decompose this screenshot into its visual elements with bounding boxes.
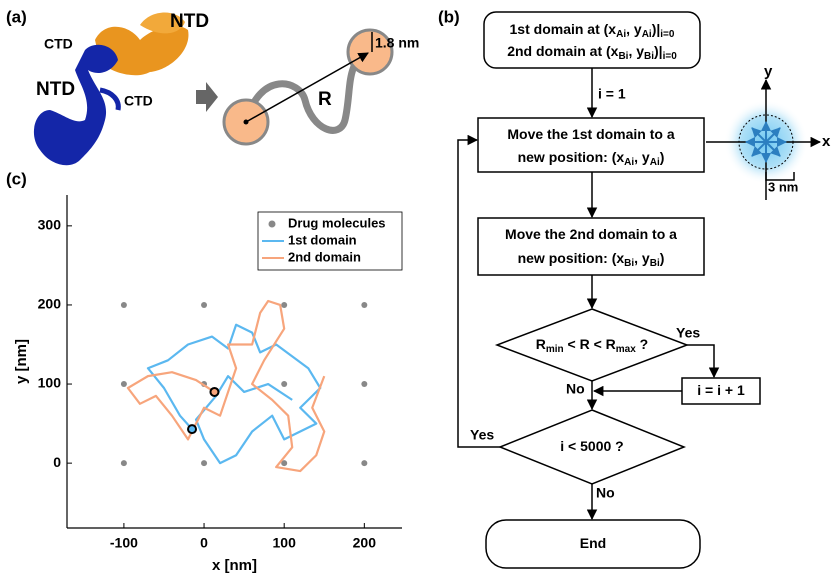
node-text-part: End: [580, 535, 606, 551]
arrow: [196, 82, 218, 112]
edge-label: Yes: [470, 427, 494, 443]
edge: [687, 345, 714, 377]
node-text-part: ): [660, 149, 665, 165]
subscript: Bi: [644, 51, 654, 62]
trajectory: [128, 301, 324, 471]
distance-label: R: [318, 89, 332, 110]
subscript: Ai: [650, 157, 660, 168]
domain-label: CTD: [124, 93, 153, 109]
diffusion-inset: [706, 80, 820, 200]
data-point: [281, 381, 287, 387]
edge-label: No: [566, 381, 585, 397]
subscript: Bi: [618, 51, 628, 62]
x-tick-label: -100: [110, 535, 138, 551]
node-text-part: )|: [654, 43, 663, 59]
legend-label: 2nd domain: [288, 249, 361, 264]
data-point: [121, 302, 127, 308]
node-text: Move the 1st domain to a: [507, 126, 674, 142]
axis-label: y: [764, 63, 773, 80]
edge-label: Yes: [676, 325, 700, 341]
node-text-part: ?: [636, 336, 648, 352]
y-tick-label: 0: [53, 454, 61, 470]
node-text: Move the 2nd domain to a: [505, 226, 677, 242]
node-text: i = i + 1: [697, 382, 745, 398]
scale-label: 3 nm: [768, 179, 798, 194]
data-point: [121, 381, 127, 387]
subscript: min: [546, 344, 564, 355]
edge-label: i = 1: [598, 86, 626, 102]
figure: (a) (b) (c) NTD CTD CTD NTD R 1.8 nm i =…: [0, 0, 832, 574]
node-text-part: i < 5000 ?: [560, 438, 623, 454]
node-text-part: , y: [634, 250, 650, 266]
data-point: [201, 460, 207, 466]
y-axis-label: y [nm]: [13, 339, 30, 384]
y-tick-label: 300: [38, 217, 62, 233]
subscript: i=0: [660, 29, 675, 40]
domain-label: CTD: [44, 36, 73, 52]
edge-label: No: [596, 485, 615, 501]
subscript: Bi: [650, 258, 660, 269]
panel-label: (a): [6, 7, 27, 26]
node-text-part: new position: (x: [518, 250, 625, 266]
subscript: Ai: [624, 157, 634, 168]
center: [244, 120, 249, 125]
node-text: End: [580, 535, 606, 551]
edge: [458, 140, 500, 447]
node-text-part: )|: [652, 21, 661, 37]
panel-label: (b): [438, 7, 460, 26]
start-point: [188, 425, 196, 433]
node-text-part: < R < R: [564, 336, 616, 352]
subscript: Ai: [616, 29, 626, 40]
data-point: [361, 460, 367, 466]
x-tick-label: 0: [200, 535, 208, 551]
data-point: [201, 302, 207, 308]
node-text-part: , y: [634, 149, 650, 165]
data-point: [281, 302, 287, 308]
node-text-part: Move the 2nd domain to a: [505, 226, 677, 242]
data-point: [121, 460, 127, 466]
subscript: max: [616, 344, 636, 355]
node-text-part: 2nd domain at (x: [507, 43, 618, 59]
node-text-part: 1st domain at (x: [510, 21, 617, 37]
x-tick-label: 100: [273, 535, 297, 551]
node-text-part: ): [660, 250, 665, 266]
data-point: [361, 381, 367, 387]
panel-label: (c): [6, 169, 27, 188]
node-text-part: R: [536, 336, 546, 352]
x-axis-label: x [nm]: [212, 557, 257, 574]
node-text: i < 5000 ?: [560, 438, 623, 454]
node-text-part: , y: [628, 43, 644, 59]
subscript: Ai: [642, 29, 652, 40]
axis-label: x: [822, 133, 831, 150]
start-point: [210, 388, 218, 396]
legend-marker: [269, 221, 276, 228]
domain-label: NTD: [36, 79, 75, 100]
y-tick-label: 200: [38, 296, 62, 312]
x-tick-label: 200: [353, 535, 377, 551]
legend-label: 1st domain: [288, 232, 357, 247]
legend-label: Drug molecules: [288, 215, 386, 230]
radius-label: 1.8 nm: [375, 35, 419, 51]
node-text-part: Move the 1st domain to a: [507, 126, 674, 142]
subscript: Bi: [624, 258, 634, 269]
subscript: i=0: [663, 51, 678, 62]
domain-label: NTD: [170, 11, 209, 32]
node-text-part: i = i + 1: [697, 382, 745, 398]
node-text-part: new position: (x: [518, 149, 625, 165]
node-text-part: , y: [626, 21, 642, 37]
data-point: [361, 302, 367, 308]
trajectory-chart: -100 0 100 200 0 100 200 300 x [nm] y [nm] Drug mo…: [13, 195, 402, 574]
y-tick-label: 100: [38, 375, 62, 391]
